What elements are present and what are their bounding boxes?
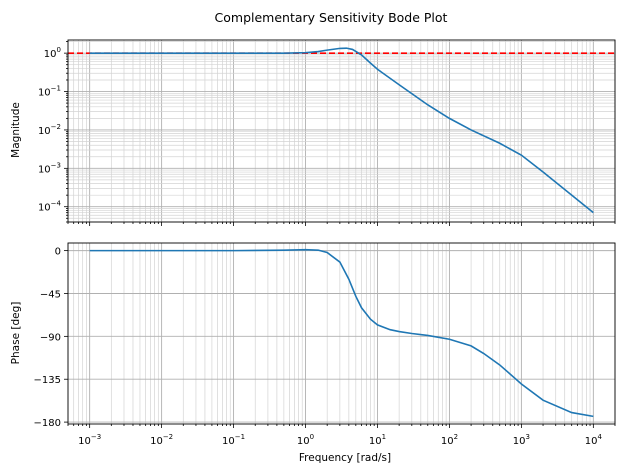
magnitude-ticks: 100 10−1 10−2 10−3 10−4 (38, 41, 616, 226)
phase-panel: 10−3 10−2 10−1 100 101 102 103 104 0 −45 −90 −135 −1… (10, 242, 616, 464)
x-tick-label: 100 (297, 433, 314, 447)
x-tick-label: 103 (513, 433, 530, 447)
magnitude-axes-frame (67, 39, 616, 223)
y-tick-label: 100 (44, 46, 61, 60)
x-tick-label: 10−3 (78, 433, 101, 447)
magnitude-panel: 100 10−1 10−2 10−3 10−4 Magnitude (10, 39, 616, 226)
phase-ylabel: Phase [deg] (10, 302, 22, 365)
frequency-xlabel: Frequency [rad/s] (299, 452, 391, 464)
magnitude-series-line (89, 47, 594, 214)
phase-ticks: 10−3 10−2 10−1 100 101 102 103 104 0 −45 −90 −135 −1… (34, 247, 616, 447)
magnitude-ylabel: Magnitude (10, 102, 22, 158)
x-tick-label: 104 (585, 433, 603, 447)
x-tick-label: 102 (441, 433, 458, 447)
phase-series-line (89, 248, 594, 418)
y-tick-label: 0 (55, 247, 61, 258)
y-tick-label: −135 (34, 375, 61, 386)
y-tick-label: 10−3 (38, 161, 61, 175)
x-tick-label: 10−1 (222, 433, 245, 447)
chart-title: Complementary Sensitivity Bode Plot (215, 10, 448, 25)
x-tick-label: 10−2 (150, 433, 173, 447)
y-tick-label: 10−4 (38, 200, 62, 214)
y-tick-label: −45 (40, 289, 61, 300)
phase-axes-frame (67, 242, 616, 425)
phase-grid (67, 243, 616, 424)
x-tick-label: 101 (369, 433, 386, 447)
y-tick-label: −90 (40, 332, 61, 343)
y-tick-label: −180 (34, 418, 61, 429)
magnitude-grid (67, 40, 616, 223)
y-tick-label: 10−2 (38, 123, 61, 137)
y-tick-label: 10−1 (38, 85, 61, 99)
